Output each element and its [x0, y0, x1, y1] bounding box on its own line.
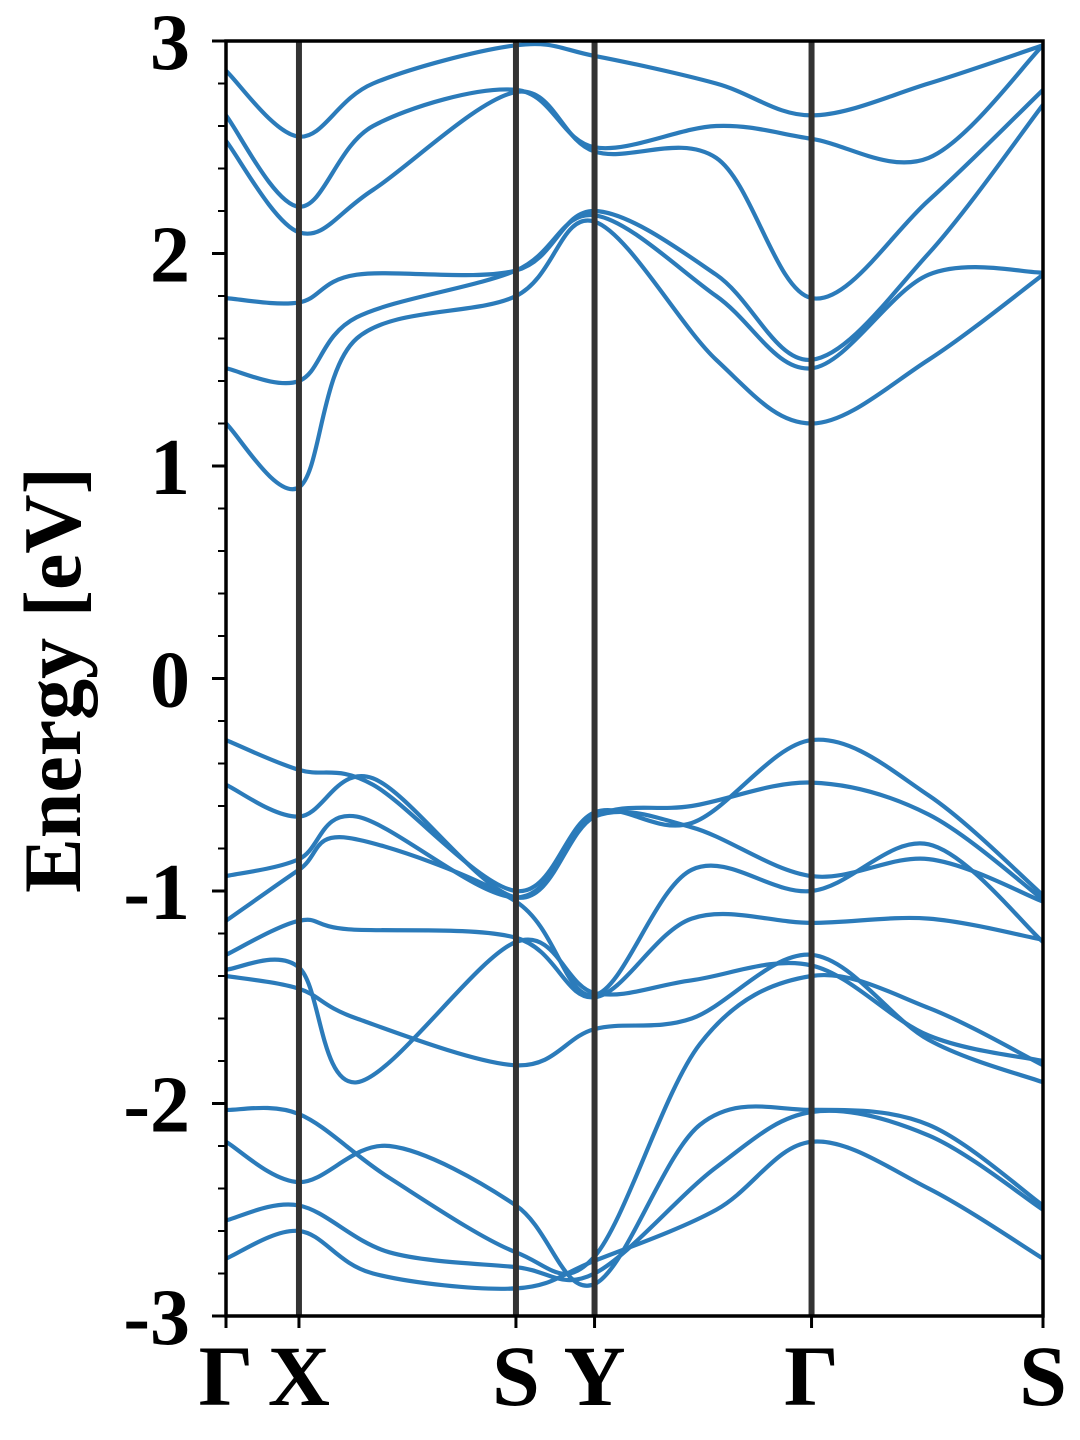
band-line-3	[226, 1104, 1043, 1288]
band-line-17	[226, 41, 1043, 139]
high-symmetry-lines	[295, 41, 815, 1316]
y-tick-label: 1	[150, 424, 190, 512]
x-tick-label: X	[268, 1328, 330, 1424]
band-line-5	[226, 952, 1043, 1085]
y-tick-label: 0	[150, 637, 190, 725]
y-tick-label: -1	[123, 849, 190, 937]
y-axis-ticks: -3 -2 -1 0 1 2 3	[123, 0, 226, 1362]
band-line-16	[226, 43, 1043, 209]
x-tick-label: S	[492, 1328, 540, 1424]
band-line-13	[226, 213, 1043, 386]
band-line-1	[226, 1139, 1043, 1291]
y-axis-label: Energy [eV]	[7, 467, 98, 893]
band-line-6	[226, 937, 1043, 1085]
band-lines	[226, 41, 1043, 1291]
band-line-7	[226, 911, 1043, 1000]
x-tick-label: Y	[563, 1328, 625, 1424]
band-line-15	[226, 88, 1043, 301]
x-tick-label: Γ	[199, 1328, 254, 1424]
y-tick-label: 3	[150, 0, 190, 87]
x-tick-label: S	[1019, 1328, 1067, 1424]
band-line-2	[226, 1108, 1043, 1283]
y-tick-label: 2	[150, 212, 190, 300]
band-line-4	[226, 972, 1043, 1276]
band-line-8	[226, 835, 1043, 998]
y-tick-label: -2	[123, 1062, 190, 1150]
y-tick-label: -3	[123, 1274, 190, 1362]
band-line-11	[226, 737, 1043, 897]
x-tick-label: Γ	[784, 1328, 839, 1424]
band-line-9	[226, 809, 1043, 904]
band-line-14	[226, 103, 1043, 362]
